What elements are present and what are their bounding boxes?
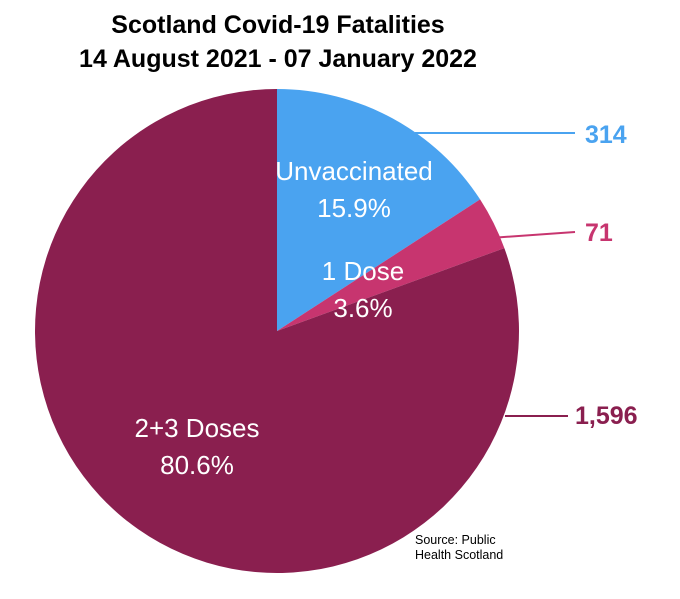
chart-title: Scotland Covid-19 Fatalities 14 August 2…: [0, 8, 556, 76]
slice-percent: 3.6%: [333, 293, 392, 323]
pie-slice: [277, 89, 481, 331]
leader-line: [489, 231, 576, 239]
source-line-2: Health Scotland: [415, 548, 504, 562]
pie-slice: [277, 199, 505, 331]
slice-value: 71: [585, 219, 613, 247]
pie-slice: [34, 88, 519, 574]
slice-value: 1,596: [575, 402, 638, 430]
subtitle-line: 14 August 2021 - 07 January 2022: [79, 45, 477, 73]
slice-label: Unvaccinated: [275, 156, 433, 186]
source-line-1: Source: Public: [415, 533, 496, 547]
slice-percent: 80.6%: [160, 450, 234, 480]
slice-label: 1 Dose: [322, 256, 404, 286]
title-line: Scotland Covid-19 Fatalities: [111, 11, 445, 39]
source-note: Source: Public Health Scotland: [415, 533, 503, 563]
slice-value: 314: [585, 121, 627, 149]
slice-label: 2+3 Doses: [134, 413, 259, 443]
slice-percent: 15.9%: [317, 193, 391, 223]
